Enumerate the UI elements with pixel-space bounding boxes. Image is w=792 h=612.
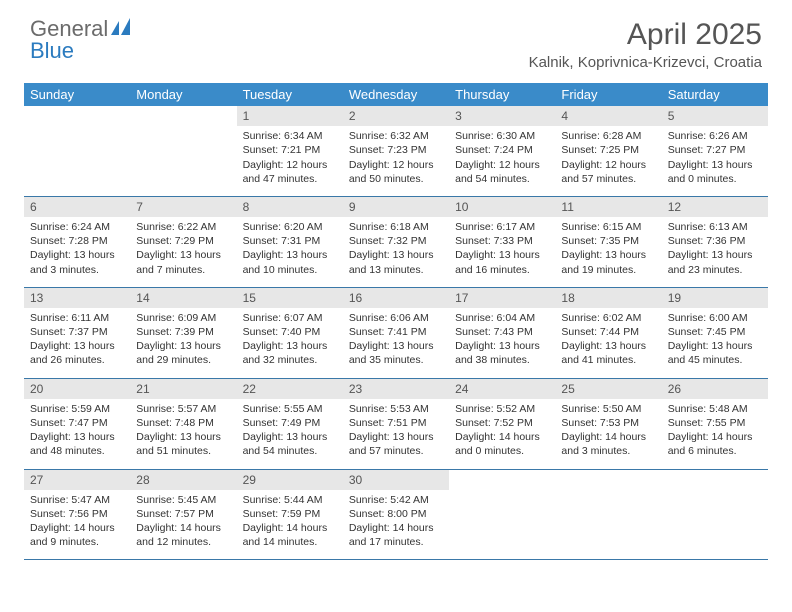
day-header: Tuesday <box>237 83 343 106</box>
day-content-cell: Sunrise: 5:45 AMSunset: 7:57 PMDaylight:… <box>130 490 236 560</box>
day-content-cell: Sunrise: 6:34 AMSunset: 7:21 PMDaylight:… <box>237 126 343 196</box>
day-number-cell: 1 <box>237 106 343 126</box>
day-number-cell: 19 <box>662 287 768 308</box>
day-content-cell: Sunrise: 5:47 AMSunset: 7:56 PMDaylight:… <box>24 490 130 560</box>
day-content-cell: Sunrise: 6:17 AMSunset: 7:33 PMDaylight:… <box>449 217 555 287</box>
day-content-cell: Sunrise: 6:18 AMSunset: 7:32 PMDaylight:… <box>343 217 449 287</box>
day-header: Friday <box>555 83 661 106</box>
day-number-cell <box>662 469 768 490</box>
day-number-cell: 15 <box>237 287 343 308</box>
day-content-row: Sunrise: 5:59 AMSunset: 7:47 PMDaylight:… <box>24 399 768 469</box>
day-content-cell: Sunrise: 5:42 AMSunset: 8:00 PMDaylight:… <box>343 490 449 560</box>
brand-part2: Blue <box>30 38 74 63</box>
day-number-row: 6789101112 <box>24 196 768 217</box>
day-content-cell: Sunrise: 6:07 AMSunset: 7:40 PMDaylight:… <box>237 308 343 378</box>
day-content-cell: Sunrise: 5:50 AMSunset: 7:53 PMDaylight:… <box>555 399 661 469</box>
day-number-cell: 5 <box>662 106 768 126</box>
day-number-cell: 7 <box>130 196 236 217</box>
day-number-cell: 29 <box>237 469 343 490</box>
day-content-cell <box>24 126 130 196</box>
day-content-row: Sunrise: 6:24 AMSunset: 7:28 PMDaylight:… <box>24 217 768 287</box>
day-number-row: 13141516171819 <box>24 287 768 308</box>
day-number-cell <box>130 106 236 126</box>
day-header-row: SundayMondayTuesdayWednesdayThursdayFrid… <box>24 83 768 106</box>
page-title: April 2025 <box>529 18 762 52</box>
day-number-cell: 25 <box>555 378 661 399</box>
day-number-cell <box>24 106 130 126</box>
day-content-cell: Sunrise: 6:02 AMSunset: 7:44 PMDaylight:… <box>555 308 661 378</box>
day-content-cell: Sunrise: 6:26 AMSunset: 7:27 PMDaylight:… <box>662 126 768 196</box>
day-content-cell <box>662 490 768 560</box>
day-header: Wednesday <box>343 83 449 106</box>
day-number-cell: 8 <box>237 196 343 217</box>
day-content-row: Sunrise: 6:34 AMSunset: 7:21 PMDaylight:… <box>24 126 768 196</box>
day-header: Saturday <box>662 83 768 106</box>
day-content-cell: Sunrise: 6:32 AMSunset: 7:23 PMDaylight:… <box>343 126 449 196</box>
day-content-cell: Sunrise: 6:11 AMSunset: 7:37 PMDaylight:… <box>24 308 130 378</box>
day-content-row: Sunrise: 6:11 AMSunset: 7:37 PMDaylight:… <box>24 308 768 378</box>
day-number-cell: 26 <box>662 378 768 399</box>
day-content-cell <box>449 490 555 560</box>
day-content-cell <box>130 126 236 196</box>
day-number-cell: 11 <box>555 196 661 217</box>
brand-logo: General Blue <box>30 18 136 62</box>
day-number-cell: 10 <box>449 196 555 217</box>
day-content-cell: Sunrise: 6:30 AMSunset: 7:24 PMDaylight:… <box>449 126 555 196</box>
day-header: Monday <box>130 83 236 106</box>
day-number-cell: 12 <box>662 196 768 217</box>
sails-icon <box>110 18 136 40</box>
day-number-row: 12345 <box>24 106 768 126</box>
day-number-cell: 27 <box>24 469 130 490</box>
day-content-cell: Sunrise: 5:44 AMSunset: 7:59 PMDaylight:… <box>237 490 343 560</box>
day-content-cell: Sunrise: 5:59 AMSunset: 7:47 PMDaylight:… <box>24 399 130 469</box>
page-subtitle: Kalnik, Koprivnica-Krizevci, Croatia <box>529 54 762 71</box>
day-content-cell: Sunrise: 6:24 AMSunset: 7:28 PMDaylight:… <box>24 217 130 287</box>
day-number-cell: 2 <box>343 106 449 126</box>
day-content-cell: Sunrise: 6:04 AMSunset: 7:43 PMDaylight:… <box>449 308 555 378</box>
day-content-cell: Sunrise: 6:15 AMSunset: 7:35 PMDaylight:… <box>555 217 661 287</box>
day-number-cell: 30 <box>343 469 449 490</box>
day-content-cell: Sunrise: 6:28 AMSunset: 7:25 PMDaylight:… <box>555 126 661 196</box>
day-number-cell: 13 <box>24 287 130 308</box>
day-header: Thursday <box>449 83 555 106</box>
day-content-cell: Sunrise: 6:22 AMSunset: 7:29 PMDaylight:… <box>130 217 236 287</box>
page-header: General Blue April 2025 Kalnik, Koprivni… <box>0 0 792 75</box>
day-number-cell <box>449 469 555 490</box>
day-content-cell: Sunrise: 5:53 AMSunset: 7:51 PMDaylight:… <box>343 399 449 469</box>
title-block: April 2025 Kalnik, Koprivnica-Krizevci, … <box>529 18 762 71</box>
day-number-cell: 28 <box>130 469 236 490</box>
day-number-cell: 22 <box>237 378 343 399</box>
day-content-cell: Sunrise: 5:55 AMSunset: 7:49 PMDaylight:… <box>237 399 343 469</box>
day-number-cell: 21 <box>130 378 236 399</box>
day-content-cell: Sunrise: 5:57 AMSunset: 7:48 PMDaylight:… <box>130 399 236 469</box>
calendar-table: SundayMondayTuesdayWednesdayThursdayFrid… <box>24 83 768 560</box>
day-number-cell: 17 <box>449 287 555 308</box>
day-number-cell <box>555 469 661 490</box>
day-header: Sunday <box>24 83 130 106</box>
day-number-cell: 6 <box>24 196 130 217</box>
day-number-cell: 14 <box>130 287 236 308</box>
day-content-cell: Sunrise: 5:52 AMSunset: 7:52 PMDaylight:… <box>449 399 555 469</box>
day-content-cell: Sunrise: 5:48 AMSunset: 7:55 PMDaylight:… <box>662 399 768 469</box>
day-content-cell: Sunrise: 6:09 AMSunset: 7:39 PMDaylight:… <box>130 308 236 378</box>
day-number-row: 20212223242526 <box>24 378 768 399</box>
day-number-cell: 23 <box>343 378 449 399</box>
day-content-cell: Sunrise: 6:00 AMSunset: 7:45 PMDaylight:… <box>662 308 768 378</box>
day-number-cell: 18 <box>555 287 661 308</box>
day-content-cell <box>555 490 661 560</box>
day-content-row: Sunrise: 5:47 AMSunset: 7:56 PMDaylight:… <box>24 490 768 560</box>
day-number-cell: 9 <box>343 196 449 217</box>
day-number-cell: 16 <box>343 287 449 308</box>
day-number-row: 27282930 <box>24 469 768 490</box>
day-number-cell: 3 <box>449 106 555 126</box>
day-content-cell: Sunrise: 6:20 AMSunset: 7:31 PMDaylight:… <box>237 217 343 287</box>
day-content-cell: Sunrise: 6:06 AMSunset: 7:41 PMDaylight:… <box>343 308 449 378</box>
day-number-cell: 4 <box>555 106 661 126</box>
day-number-cell: 24 <box>449 378 555 399</box>
day-number-cell: 20 <box>24 378 130 399</box>
day-content-cell: Sunrise: 6:13 AMSunset: 7:36 PMDaylight:… <box>662 217 768 287</box>
